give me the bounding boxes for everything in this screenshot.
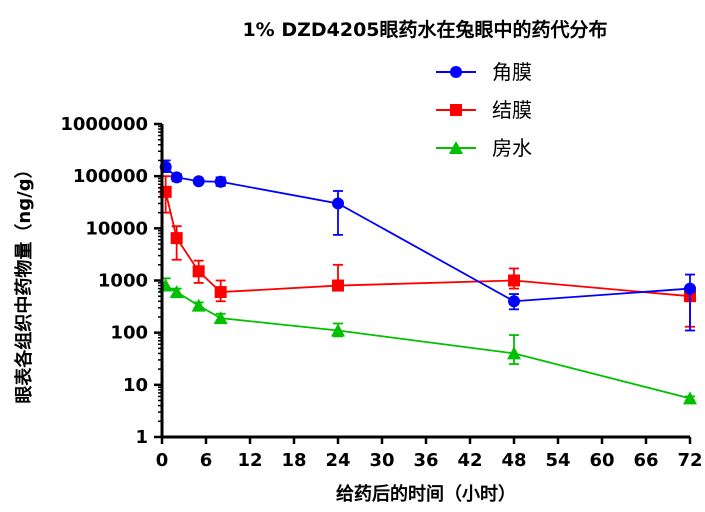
x-tick-label: 24 [325,450,350,471]
marker-circle [214,175,227,188]
y-tick-label: 1000 [98,271,148,292]
marker-circle [192,175,205,188]
x-tick-label: 48 [501,450,526,471]
x-tick-label: 66 [633,450,658,471]
series-line [165,284,691,400]
x-tick-label: 12 [237,450,262,471]
x-axis-ticks: 0 6 12 18 24 30 36 42 48 54 60 66 72 [156,437,703,471]
plot-area [158,159,697,405]
x-tick-label: 30 [369,450,394,471]
legend-label: 房水 [492,136,532,160]
marker-triangle [213,311,228,325]
marker-triangle [191,298,206,312]
marker-square [214,286,227,299]
x-tick-label: 42 [457,450,482,471]
series-line [164,191,691,298]
series-triangle [158,277,697,405]
x-tick-label: 60 [589,450,614,471]
x-tick-label: 6 [200,450,213,471]
marker-square [170,232,183,245]
legend-label: 角膜 [492,60,532,84]
marker-triangle [331,323,345,337]
marker-circle [332,197,344,210]
x-tick-label: 54 [545,450,570,471]
x-tick-label: 18 [281,450,306,471]
marker-square [508,274,520,287]
marker-triangle [507,346,521,360]
y-tick-label: 100000 [73,166,148,187]
y-axis-ticks: 1 10 100 1000 10000 100000 1000000 [60,114,162,448]
y-axis-title: 眼表各组织中药物量（ng/g） [13,160,35,403]
marker-square [192,265,205,278]
marker-circle [170,171,183,184]
marker-square [332,279,344,292]
legend-label: 结膜 [492,98,532,122]
x-tick-label: 36 [413,450,438,471]
marker-triangle [683,391,697,405]
x-tick-label: 72 [677,450,702,471]
y-tick-label: 1000000 [60,114,148,135]
y-tick-label: 10000 [85,218,148,239]
series-square [159,175,696,328]
marker-circle [508,295,520,308]
x-tick-label: 0 [156,450,169,471]
marker-circle [684,282,696,295]
y-tick-label: 1 [135,427,148,448]
marker-square [450,104,462,116]
series-circle [159,159,696,332]
y-tick-label: 10 [123,375,148,396]
chart-title: 1% DZD4205眼药水在兔眼中的药代分布 [242,18,607,41]
series-line [165,166,691,303]
marker-triangle [449,141,463,154]
x-axis-title: 给药后的时间（小时） [336,483,516,505]
marker-circle [450,66,462,78]
y-tick-label: 100 [110,323,148,344]
marker-triangle [169,285,184,299]
